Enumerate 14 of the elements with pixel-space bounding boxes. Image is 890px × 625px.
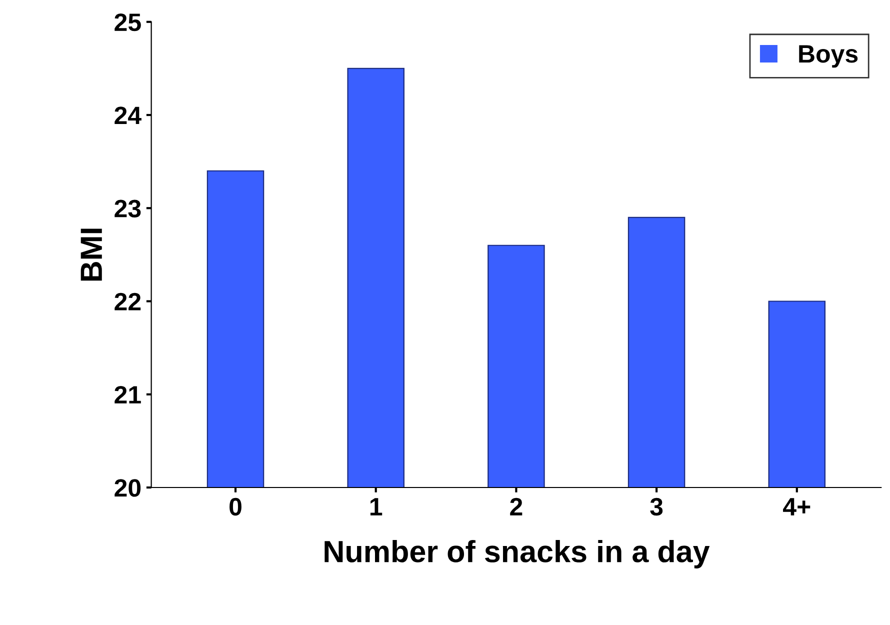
y-tick-label: 21 <box>114 386 141 404</box>
y-tick-label: 23 <box>114 200 141 218</box>
y-tick-label: 25 <box>114 13 141 32</box>
x-tick-label: 3 <box>650 498 663 516</box>
x-tick-label: 0 <box>230 498 242 516</box>
y-tick-label: 22 <box>114 292 141 310</box>
y-tick-label: 24 <box>114 106 142 124</box>
x-tick-label: 4+ <box>783 498 810 516</box>
x-tick-label: 1 <box>370 498 382 516</box>
legend-label: Boys <box>799 45 858 68</box>
y-axis-title: BMI <box>80 228 102 281</box>
x-tick-label: 2 <box>510 498 522 516</box>
x-axis-title: Number of snacks in a day <box>324 540 710 568</box>
y-tick-label: 20 <box>114 479 141 497</box>
